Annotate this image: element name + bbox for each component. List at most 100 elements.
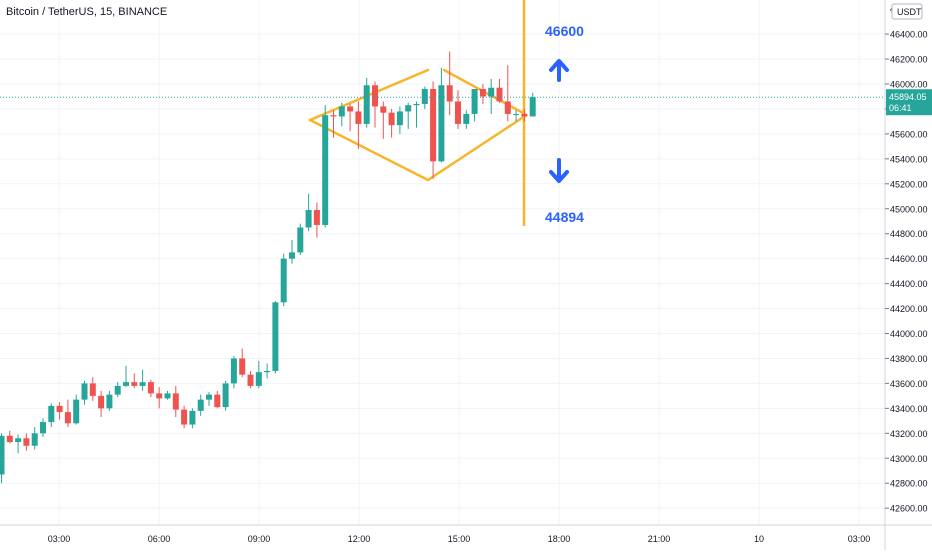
annotations[interactable]: 46600 44894 — [0, 23, 885, 225]
time-tick-label: 15:00 — [448, 534, 471, 544]
price-tick-label: 45000.00 — [890, 204, 928, 214]
candle-body — [338, 106, 345, 117]
candles — [0, 51, 536, 484]
last-price-badge — [886, 89, 932, 116]
candle-body — [206, 394, 212, 400]
pattern-line[interactable] — [426, 114, 527, 182]
candle-body — [413, 103, 420, 106]
target-up-label[interactable]: 46600 — [545, 23, 584, 39]
price-tick-label: 43000.00 — [890, 454, 928, 464]
candle-body — [521, 113, 528, 117]
candle-body — [31, 433, 38, 446]
price-tick-label: 42600.00 — [890, 504, 928, 514]
candle-body — [446, 85, 453, 102]
time-tick-label: 18:00 — [548, 534, 571, 544]
candle-body — [355, 111, 362, 124]
price-tick-label: 45200.00 — [890, 179, 928, 189]
price-tick-label: 44000.00 — [890, 329, 928, 339]
time-tick-label: 06:00 — [148, 534, 171, 544]
pattern-line[interactable] — [308, 118, 430, 182]
candle-body — [405, 105, 412, 112]
candle-body — [305, 209, 312, 228]
symbol-title: Bitcoin / TetherUS, 15, BINANCE — [6, 6, 168, 18]
candle-body — [0, 435, 5, 475]
countdown-label: 06:41 — [889, 103, 912, 113]
currency-badge[interactable] — [891, 3, 923, 20]
arrow-up-icon[interactable] — [549, 59, 569, 82]
price-tick-label: 44200.00 — [890, 304, 928, 314]
candle-body — [455, 101, 461, 124]
candle-body — [479, 88, 486, 97]
candle-body — [264, 370, 271, 373]
price-tick-label: 46000.00 — [890, 80, 928, 90]
candle-body — [81, 383, 88, 400]
candle-body — [214, 394, 221, 408]
candle-body — [131, 382, 138, 386]
price-tick-label: 44800.00 — [890, 229, 928, 239]
candle-body — [313, 209, 320, 225]
grid — [0, 0, 885, 525]
candle-body — [230, 358, 237, 384]
candle-body — [98, 395, 105, 409]
target-down-label[interactable]: 44894 — [545, 209, 584, 225]
arrow-down-icon[interactable] — [549, 158, 569, 183]
candle-body — [471, 88, 478, 114]
candle-body — [189, 410, 196, 425]
candle-body — [421, 88, 428, 104]
candle-body — [247, 374, 254, 386]
time-tick-label: 03:00 — [848, 534, 871, 544]
candle-body — [430, 88, 437, 162]
time-tick-label: 10 — [754, 534, 764, 544]
time-tick-label: 09:00 — [248, 534, 271, 544]
price-tick-label: 45600.00 — [890, 129, 928, 139]
candle-body — [363, 85, 370, 124]
price-tick-label: 44400.00 — [890, 279, 928, 289]
candle-body — [73, 399, 80, 424]
price-tick-label: 43600.00 — [890, 379, 928, 389]
candle-body — [139, 382, 146, 386]
candle-body — [123, 382, 129, 386]
time-tick-label: 21:00 — [648, 534, 671, 544]
candle-body — [488, 87, 495, 97]
price-tick-label: 46200.00 — [890, 55, 928, 65]
candle-body — [48, 405, 55, 423]
candle-body — [463, 113, 470, 124]
price-tick-label: 42800.00 — [890, 479, 928, 489]
price-tick-label: 45400.00 — [890, 154, 928, 164]
candle-body — [255, 372, 262, 386]
candle-body — [222, 383, 229, 408]
candle-body — [6, 435, 13, 443]
candle-body — [504, 101, 511, 114]
price-tick-label: 46400.00 — [890, 30, 928, 40]
candle-body — [64, 412, 71, 424]
candle-body — [56, 405, 63, 413]
candle-body — [89, 383, 96, 396]
candle-body — [330, 115, 337, 117]
currency-label[interactable]: USDT — [897, 7, 922, 17]
candle-body — [181, 409, 188, 425]
candle-body — [40, 422, 46, 434]
candle-body — [114, 385, 121, 395]
candle-body — [297, 227, 304, 253]
candle-body — [529, 97, 536, 117]
candle-body — [239, 358, 246, 375]
candle-body — [23, 438, 30, 446]
candle-body — [172, 393, 179, 410]
candle-body — [396, 111, 403, 126]
time-tick-label: 03:00 — [48, 534, 71, 544]
candle-body — [380, 106, 387, 113]
candle-body — [289, 252, 295, 259]
candle-body — [388, 112, 395, 126]
candle-body — [513, 113, 520, 115]
price-tick-label: 43200.00 — [890, 429, 928, 439]
last-price-label: 45894.05 — [889, 92, 927, 102]
price-tick-label: 44600.00 — [890, 254, 928, 264]
candle-body — [147, 382, 154, 394]
price-tick-label: 43400.00 — [890, 404, 928, 414]
candle-body — [197, 399, 204, 411]
candle-body — [164, 393, 171, 399]
candle-body — [106, 394, 113, 409]
